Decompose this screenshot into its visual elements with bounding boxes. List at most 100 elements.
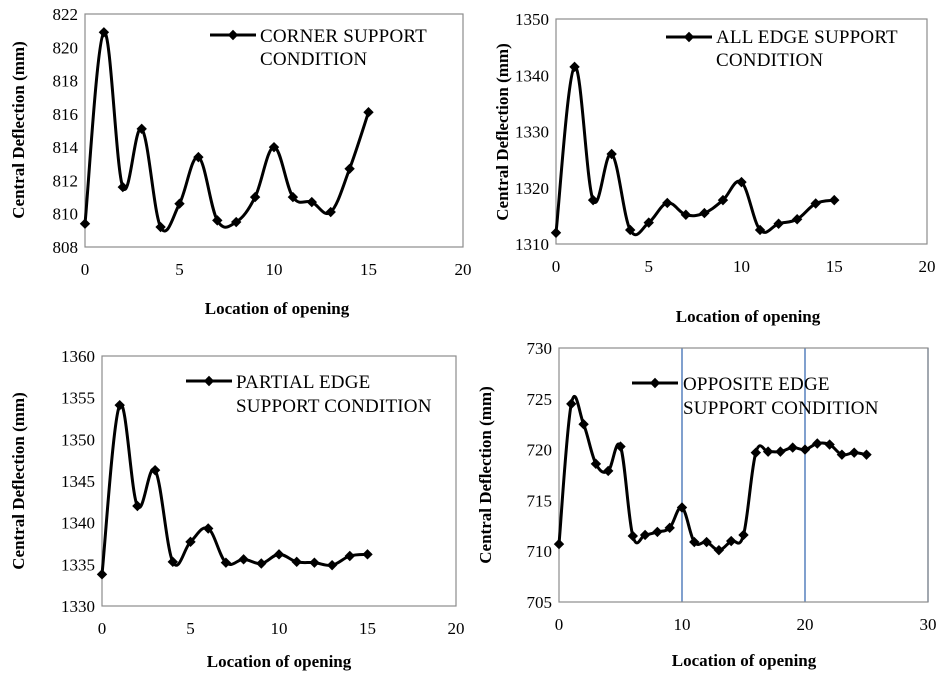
legend-label-line-1: PARTIAL EDGE [236, 372, 370, 393]
chart-all-edge-support: 1310 1320 1330 1340 1350 0 5 10 15 20 Location of … [493, 10, 936, 326]
y-tick-label: 1330 [515, 123, 549, 142]
y-tick-label: 810 [53, 205, 79, 224]
data-point-12 [309, 557, 320, 568]
data-point-9 [249, 191, 261, 203]
x-tick-label: 20 [797, 615, 814, 634]
data-point-2 [578, 419, 589, 430]
x-tick-label: 15 [359, 619, 376, 638]
data-point-12 [701, 536, 712, 548]
y-tick-label: 1350 [61, 430, 95, 449]
data-point-3 [590, 458, 602, 470]
data-point-7 [212, 215, 223, 226]
x-tick-label: 20 [448, 619, 465, 638]
data-point-3 [606, 148, 617, 160]
data-point-4 [625, 224, 636, 236]
data-point-24 [849, 447, 860, 458]
plot-area-frame [101, 355, 457, 607]
x-tick-label: 5 [186, 619, 195, 638]
data-point-8 [231, 216, 242, 228]
series-line [554, 65, 836, 237]
data-point-5 [174, 198, 185, 209]
data-point-11 [291, 556, 302, 568]
y-tick-label: 812 [53, 171, 79, 190]
data-point-2 [132, 500, 143, 512]
data-point-13 [325, 206, 336, 218]
data-point-14 [726, 535, 737, 547]
y-tick-label: 1310 [515, 235, 549, 254]
data-point-8 [238, 554, 249, 565]
x-axis-title: Location of opening [676, 307, 821, 326]
x-axis-title: Location of opening [205, 299, 350, 318]
y-tick-label: 1355 [61, 389, 95, 408]
legend-marker [203, 375, 215, 387]
y-axis-title: Central Deflection (mm) [9, 392, 28, 570]
y-tick-label: 1340 [61, 514, 95, 533]
x-tick-label: 5 [645, 257, 654, 276]
data-point-25 [861, 449, 872, 460]
y-axis-title: Central Deflection (mm) [476, 386, 495, 564]
data-point-5 [615, 441, 626, 452]
y-tick-label: 720 [527, 441, 553, 460]
y-tick-label: 808 [53, 238, 79, 257]
plot-area-frame [558, 347, 929, 603]
y-tick-label: 730 [527, 339, 553, 358]
data-point-10 [273, 549, 285, 560]
data-point-8 [699, 207, 710, 219]
data-point-18 [775, 446, 786, 457]
x-tick-label: 10 [674, 615, 691, 634]
data-point-15 [738, 529, 749, 541]
x-tick-label: 10 [733, 257, 750, 276]
legend-marker [649, 377, 661, 389]
legend-marker [227, 29, 239, 41]
y-tick-label: 1340 [515, 66, 549, 85]
chart-partial-edge-support: 1330 1335 1340 1345 1350 1355 1360 0 5 10 15 20 Loca… [9, 347, 465, 671]
data-point-9 [664, 522, 675, 534]
x-axis-title: Location of opening [672, 651, 817, 670]
x-tick-label: 0 [552, 257, 561, 276]
data-point-2 [587, 194, 599, 206]
data-point-0 [79, 218, 91, 229]
x-tick-label: 0 [555, 615, 564, 634]
data-point-13 [713, 544, 725, 556]
data-point-10 [736, 176, 747, 188]
series-line [557, 394, 868, 552]
y-axis-title: Central Deflection (mm) [493, 43, 512, 221]
data-point-7 [680, 209, 692, 220]
data-point-13 [791, 214, 803, 225]
data-point-3 [136, 123, 147, 135]
legend-label-line-1: ALL EDGE SUPPORT [716, 27, 898, 48]
x-tick-label: 30 [920, 615, 937, 634]
data-point-14 [810, 198, 821, 209]
data-point-2 [117, 181, 128, 193]
data-point-23 [836, 449, 848, 460]
y-tick-label: 705 [527, 593, 553, 612]
x-tick-label: 15 [826, 257, 843, 276]
legend-label-line-2: CONDITION [716, 50, 823, 71]
legend-label-line-1: OPPOSITE EDGE [683, 374, 830, 395]
data-point-4 [603, 465, 614, 477]
data-point-5 [185, 536, 196, 548]
data-point-0 [550, 227, 562, 238]
x-tick-label: 5 [175, 260, 184, 279]
y-tick-label: 816 [53, 105, 79, 124]
y-tick-label: 1345 [61, 472, 95, 491]
data-point-1 [569, 61, 580, 73]
data-point-6 [203, 523, 214, 534]
data-point-3 [149, 464, 161, 476]
plot-area-frame [555, 18, 928, 245]
legend-label-line-2: SUPPORT CONDITION [236, 396, 432, 417]
x-tick-label: 10 [266, 260, 283, 279]
legend-label-line-1: CORNER SUPPORT [260, 26, 427, 47]
legend-label-line-2: CONDITION [260, 49, 367, 70]
data-point-22 [824, 439, 835, 450]
y-tick-label: 715 [527, 491, 553, 510]
data-point-1 [114, 399, 125, 411]
data-point-1 [566, 398, 577, 410]
data-point-17 [762, 446, 774, 457]
y-tick-label: 710 [527, 542, 553, 561]
x-tick-label: 0 [81, 260, 90, 279]
data-point-11 [754, 224, 766, 236]
data-point-1 [98, 27, 110, 38]
data-point-12 [306, 196, 317, 208]
